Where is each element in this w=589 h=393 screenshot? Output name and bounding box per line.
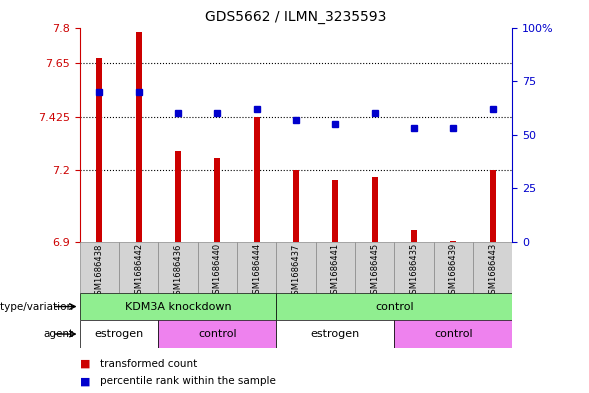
Text: GSM1686439: GSM1686439: [449, 243, 458, 299]
Bar: [355, 242, 395, 293]
Text: percentile rank within the sample: percentile rank within the sample: [100, 376, 276, 386]
Text: control: control: [198, 329, 237, 339]
Bar: [411, 230, 417, 242]
Bar: [214, 158, 220, 242]
Text: GSM1686437: GSM1686437: [292, 243, 300, 299]
Bar: [276, 320, 395, 348]
Title: GDS5662 / ILMN_3235593: GDS5662 / ILMN_3235593: [206, 10, 386, 24]
Bar: [175, 151, 181, 242]
Text: ■: ■: [80, 358, 94, 369]
Text: control: control: [375, 301, 413, 312]
Text: GSM1686445: GSM1686445: [370, 243, 379, 299]
Bar: [276, 293, 512, 320]
Text: agent: agent: [44, 329, 74, 339]
Bar: [276, 242, 316, 293]
Bar: [316, 242, 355, 293]
Bar: [434, 242, 473, 293]
Bar: [135, 32, 141, 242]
Text: GSM1686442: GSM1686442: [134, 243, 143, 299]
Text: GSM1686436: GSM1686436: [173, 243, 183, 299]
Bar: [332, 180, 338, 242]
Text: GSM1686443: GSM1686443: [488, 243, 497, 299]
Bar: [395, 320, 512, 348]
Text: GSM1686444: GSM1686444: [252, 243, 261, 299]
Bar: [372, 177, 378, 242]
Text: estrogen: estrogen: [94, 329, 144, 339]
Bar: [119, 242, 158, 293]
Bar: [293, 170, 299, 242]
Bar: [197, 242, 237, 293]
Bar: [80, 293, 276, 320]
Bar: [395, 242, 434, 293]
Text: GSM1686440: GSM1686440: [213, 243, 222, 299]
Bar: [451, 241, 456, 242]
Bar: [237, 242, 276, 293]
Text: genotype/variation: genotype/variation: [0, 301, 74, 312]
Bar: [80, 242, 119, 293]
Text: GSM1686435: GSM1686435: [409, 243, 419, 299]
Text: control: control: [434, 329, 473, 339]
Bar: [96, 59, 102, 242]
Text: GSM1686438: GSM1686438: [95, 243, 104, 299]
Bar: [158, 242, 197, 293]
Text: KDM3A knockdown: KDM3A knockdown: [125, 301, 231, 312]
Bar: [490, 170, 496, 242]
Bar: [254, 117, 260, 242]
Text: GSM1686441: GSM1686441: [331, 243, 340, 299]
Text: estrogen: estrogen: [311, 329, 360, 339]
Bar: [80, 320, 158, 348]
Bar: [158, 320, 276, 348]
Bar: [473, 242, 512, 293]
Text: ■: ■: [80, 376, 94, 386]
Text: transformed count: transformed count: [100, 358, 197, 369]
